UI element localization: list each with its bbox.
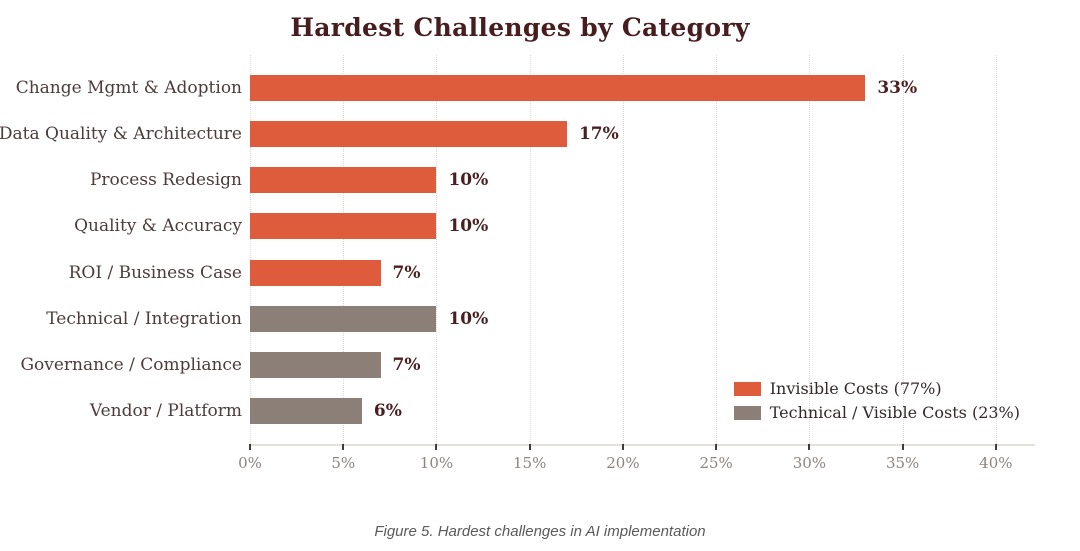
legend-item-invisible: Invisible Costs (77%): [733, 379, 1020, 398]
category-label: Data Quality & Architecture: [0, 124, 242, 145]
bar: [250, 259, 381, 286]
bar: [250, 351, 381, 378]
bar-row: Process Redesign 10%: [90, 167, 1035, 194]
bar-row: Technical / Integration 10%: [46, 305, 1035, 332]
category-label: Technical / Integration: [46, 308, 242, 329]
gridline-0%: [250, 55, 251, 444]
x-tick-label: 20%: [606, 454, 640, 472]
gridline-15%: [529, 55, 531, 444]
category-label: Quality & Accuracy: [74, 216, 242, 237]
x-tick-mark-25%: [715, 444, 718, 450]
bar-value-label: 7%: [392, 354, 421, 375]
bar: [250, 167, 437, 194]
bar: [250, 397, 362, 424]
legend-item-technical: Technical / Visible Costs (23%): [733, 403, 1020, 422]
legend-swatch-technical: [733, 405, 761, 420]
category-label: Governance / Compliance: [20, 354, 242, 375]
bar-row: Change Mgmt & Adoption 33%: [16, 75, 1035, 102]
gridline-35%: [902, 55, 904, 444]
x-tick-label: 30%: [792, 454, 827, 472]
bar-value-label: 10%: [448, 170, 489, 191]
category-label: ROI / Business Case: [68, 262, 242, 283]
category-label: Vendor / Platform: [89, 400, 242, 421]
gridline-40%: [995, 55, 997, 444]
gridline-25%: [716, 55, 718, 444]
x-tick-mark-35%: [901, 444, 904, 450]
x-tick-mark-40%: [994, 444, 997, 450]
bar: [250, 213, 437, 240]
x-tick-mark-10%: [435, 444, 438, 450]
x-tick-mark-0%: [249, 444, 251, 450]
bar: [250, 305, 437, 332]
bar: [250, 75, 866, 102]
x-tick-label: 5%: [331, 454, 356, 472]
bar-value-label: 6%: [373, 400, 402, 421]
legend: Invisible Costs (77%) Technical / Visible…: [733, 379, 1020, 422]
bar-row: Governance / Compliance 7%: [20, 351, 1035, 378]
bar-value-label: 7%: [392, 262, 421, 283]
category-label: Process Redesign: [89, 170, 242, 191]
bar-value-label: 10%: [448, 308, 489, 329]
x-tick-label: 40%: [979, 454, 1013, 472]
figure-caption: Figure 5. Hardest challenges in AI imple…: [374, 523, 706, 540]
x-tick-label: 25%: [699, 454, 733, 472]
plot-area: Change Mgmt & Adoption 33% Data Quality & …: [0, 55, 1035, 472]
bar-row: Vendor / Platform 6%: [90, 397, 1035, 424]
chart-title: Hardest Challenges by Category: [290, 13, 750, 42]
gridline-20%: [622, 55, 624, 444]
legend-label: Invisible Costs (77%): [769, 379, 942, 398]
bar-row: Data Quality & Architecture 17%: [0, 121, 1035, 148]
x-tick-mark-5%: [342, 444, 345, 450]
legend-swatch-invisible: [733, 381, 761, 396]
x-tick-label: 15%: [513, 454, 547, 472]
bar-row: ROI / Business Case 7%: [69, 259, 1035, 286]
x-tick-label: 10%: [419, 454, 454, 472]
bar-row: Quality & Accuracy 10%: [74, 213, 1035, 240]
legend-label: Technical / Visible Costs (23%): [769, 403, 1020, 422]
x-tick-mark-15%: [528, 444, 531, 450]
category-label: Change Mgmt & Adoption: [15, 78, 242, 99]
bar-value-label: 33%: [877, 78, 918, 99]
x-tick-label: 0%: [238, 454, 262, 472]
bar: [250, 121, 567, 148]
x-tick-label: 35%: [885, 454, 920, 472]
bar-value-label: 10%: [448, 216, 489, 237]
bar-rows: Change Mgmt & Adoption 33% Data Quality & …: [0, 55, 1035, 444]
x-tick-mark-20%: [621, 444, 624, 450]
gridline-10%: [436, 55, 438, 444]
bar-value-label: 17%: [578, 124, 619, 145]
x-tick-mark-30%: [808, 444, 811, 450]
gridline-30%: [809, 55, 811, 444]
gridline-5%: [343, 55, 345, 444]
